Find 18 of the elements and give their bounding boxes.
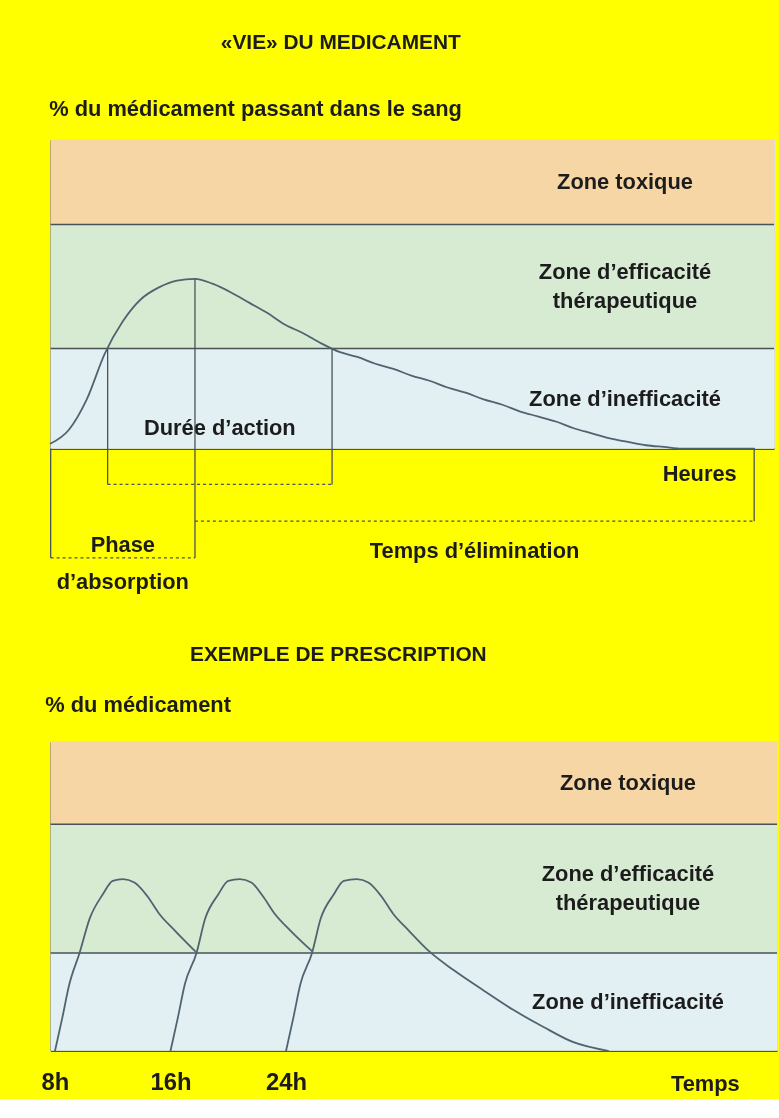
band-label: Zone toxique (557, 169, 693, 195)
x-axis-title: Heures (662, 460, 737, 486)
band-label: Zone d’inefficacité (532, 988, 724, 1014)
y-axis-title: % du médicament passant dans le sang (49, 96, 462, 122)
band-label: Zone d’efficacité thérapeutique (538, 258, 712, 314)
x-tick-label: 24h (266, 1068, 308, 1096)
band-label: Zone toxique (560, 769, 696, 795)
x-tick-label: 8h (41, 1068, 70, 1096)
chart-title: EXEMPLE DE PRESCRIPTION (189, 642, 487, 666)
band-label: Zone d’efficacité thérapeutique (541, 860, 715, 916)
text: Temps d’élimination (369, 537, 580, 563)
chart-title: «VIE» DU MEDICAMENT (220, 30, 462, 54)
x-tick-label: 16h (150, 1068, 192, 1096)
band-label: Zone d’inefficacité (529, 385, 721, 411)
text: Phase d’absorption (56, 531, 189, 594)
y-axis-title: % du médicament (45, 692, 231, 718)
annotation: Durée d’action (143, 414, 296, 440)
x-axis-title: Temps (670, 1071, 740, 1097)
